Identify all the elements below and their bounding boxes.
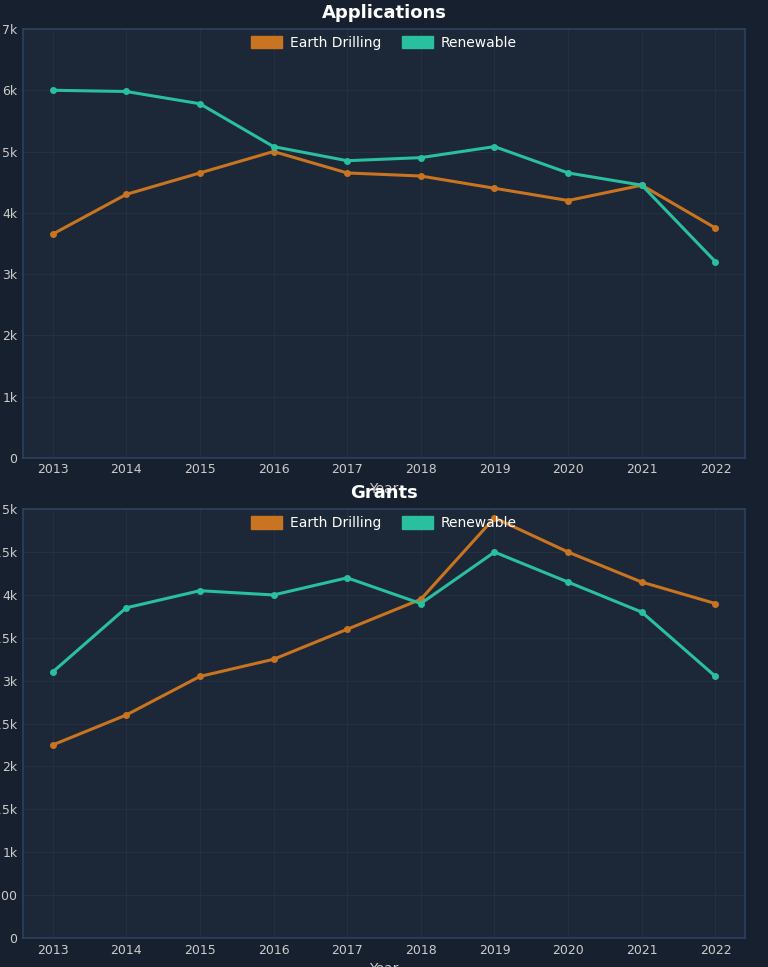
X-axis label: Year: Year (369, 482, 399, 496)
X-axis label: Year: Year (369, 962, 399, 967)
Legend: Earth Drilling, Renewable: Earth Drilling, Renewable (251, 516, 517, 530)
Title: Applications: Applications (322, 4, 446, 22)
Title: Grants: Grants (350, 484, 418, 502)
Legend: Earth Drilling, Renewable: Earth Drilling, Renewable (251, 36, 517, 50)
